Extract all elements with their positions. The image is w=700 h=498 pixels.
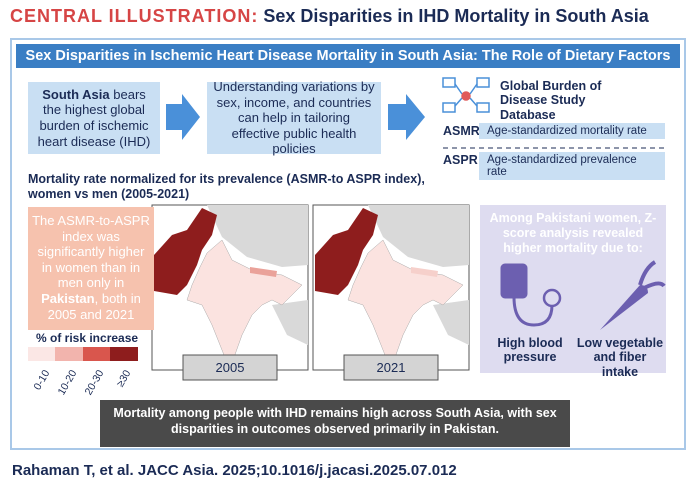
- legend-title: % of risk increase: [36, 331, 139, 345]
- citation: Rahaman T, et al. JACC Asia. 2025;10.101…: [12, 462, 457, 479]
- header: CENTRAL ILLUSTRATION: Sex Disparities in…: [10, 6, 649, 27]
- legend-label: 20-30: [82, 368, 107, 398]
- blood-pressure-icon: [500, 263, 562, 327]
- flow-bold: South Asia: [42, 86, 110, 102]
- finding-text: , both in 2005 and 2021: [47, 290, 141, 322]
- legend-label: 0-10: [31, 368, 53, 393]
- legend-swatch: [83, 347, 110, 361]
- land: [433, 300, 469, 345]
- database-title: Global Burden of Disease Study Database: [500, 79, 602, 122]
- map-2021: [312, 204, 470, 371]
- panel: [10, 38, 686, 450]
- land: [152, 205, 308, 267]
- land: [272, 300, 308, 345]
- pakistan: [315, 208, 378, 295]
- finding-box: The ASMR-to-ASPR index was significantly…: [28, 207, 154, 330]
- legend-swatch: [55, 347, 83, 361]
- finding-text: The ASMR-to-ASPR index was significantly…: [32, 213, 150, 291]
- legend-label: 10-20: [55, 368, 80, 398]
- legend-swatch: [28, 347, 55, 361]
- header-label: CENTRAL ILLUSTRATION:: [10, 6, 259, 26]
- land: [313, 205, 469, 267]
- finding-bold: Pakistan: [41, 290, 95, 306]
- banner: Sex Disparities in Ischemic Heart Diseas…: [16, 44, 680, 68]
- legend-scale: [28, 347, 138, 361]
- legend-swatch: [110, 347, 138, 361]
- network-icon: [442, 77, 490, 113]
- metric-abbr: ASPR: [443, 153, 478, 167]
- legend-labels: 0-10 10-20 20-30 ≥30: [30, 366, 140, 397]
- risk-factor: High blood pressure: [497, 336, 563, 365]
- legend-label: ≥30: [114, 368, 134, 390]
- metric-label: Age-standardized mortality rate: [479, 123, 665, 139]
- arrow: [166, 94, 200, 140]
- conclusion: Mortality among people with IHD remains …: [113, 406, 557, 436]
- flow-text: South Asia bears the highest global burd…: [34, 87, 154, 149]
- flow-box: South Asia bears the highest global burd…: [28, 82, 160, 154]
- header-title: Sex Disparities in IHD Mortality in Sout…: [263, 6, 649, 26]
- nepal: [250, 267, 277, 277]
- year-label: 2005: [215, 360, 245, 375]
- year-box: [343, 354, 439, 381]
- metric-abbr: ASMR: [443, 124, 480, 138]
- year-label: 2021: [376, 360, 406, 375]
- arrow: [388, 94, 425, 140]
- flow-text: Understanding variations by sex, income,…: [213, 79, 375, 157]
- map-2005: [151, 204, 309, 371]
- nepal: [411, 267, 438, 277]
- carrot-icon: [600, 260, 666, 330]
- flow-text: bears the highest global burden of ische…: [37, 86, 151, 149]
- metric-label: Age-standardized prevalence rate: [479, 152, 665, 180]
- pakistan: [154, 208, 217, 295]
- pakistan-intro: Among Pakistani women, Z-score analysis …: [489, 211, 657, 255]
- risk-factor: Low vegetable and fiber intake: [576, 336, 664, 379]
- metric-pill: Age-standardized prevalence rate: [479, 152, 665, 180]
- conclusion-box: [100, 400, 570, 447]
- year-box: [182, 354, 278, 381]
- flow-box: Understanding variations by sex, income,…: [207, 79, 381, 157]
- maps-title: Mortality rate normalized for its preval…: [28, 172, 425, 201]
